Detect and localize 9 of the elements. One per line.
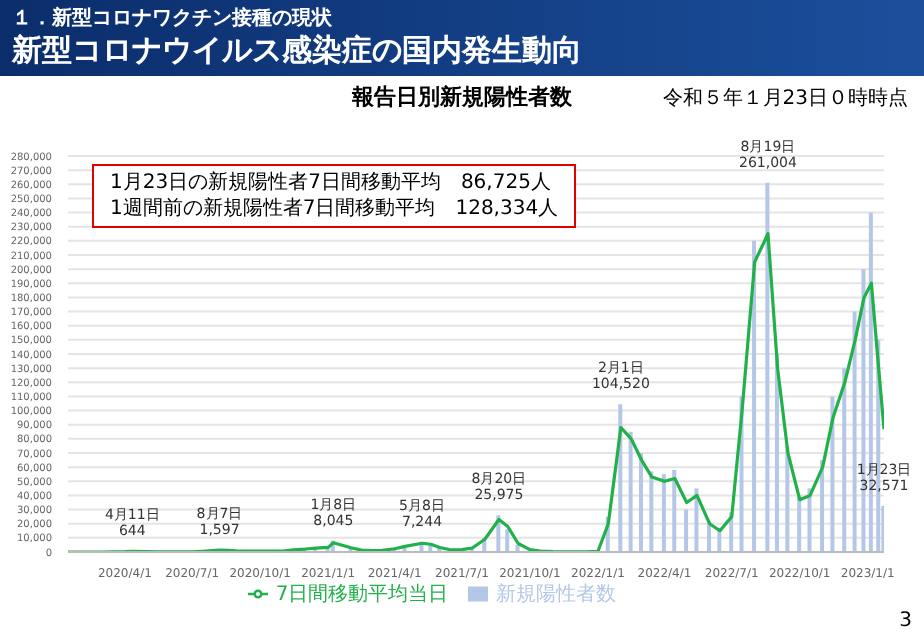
- legend-label: 7日間移動平均当日: [275, 584, 449, 606]
- annotation: 1週間前の新規陽性者7日間移動平均 128,334人: [110, 196, 559, 222]
- chart-title: 新型コロナウイルス感染症の国内発生動向: [12, 32, 582, 70]
- chart-subtitle: 報告日別新規陽性者数: [352, 84, 572, 110]
- text: 3: [899, 610, 912, 632]
- text: １．新型コロナワクチン接種の現状: [12, 4, 332, 32]
- legend-label: 新規陽性者数: [496, 584, 617, 606]
- annotation: 1月23日の新規陽性者7日間移動平均 86,725人: [110, 170, 553, 196]
- text: 令和５年１月23日０時時点: [662, 85, 908, 112]
